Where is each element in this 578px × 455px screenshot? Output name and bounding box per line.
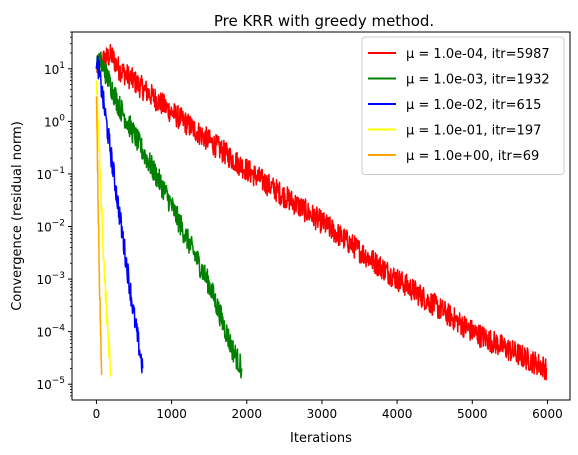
y-tick-base: 10 <box>36 378 51 392</box>
legend-label-3: μ = 1.0e-01, itr=197 <box>406 124 541 139</box>
legend: μ = 1.0e-04, itr=5987 μ = 1.0e-03, itr=19… <box>361 36 565 175</box>
y-tick-exponent: −4 <box>52 324 66 334</box>
legend-label-2: μ = 1.0e-02, itr=615 <box>406 98 541 113</box>
y-tick-label: 10−4 <box>36 324 65 340</box>
y-tick-exponent: 1 <box>59 61 65 71</box>
x-axis-label: Iterations <box>290 431 352 446</box>
legend-label-1: μ = 1.0e-03, itr=1932 <box>406 73 550 88</box>
y-tick-base: 10 <box>36 221 51 235</box>
y-axis-label: Convergence (residual norm) <box>10 121 25 311</box>
y-tick-exponent: −3 <box>52 271 65 281</box>
y-tick-label: 100 <box>44 113 65 129</box>
x-tick-label: 6000 <box>532 407 563 421</box>
series-line-2 <box>95 55 144 374</box>
y-tick-label: 10−2 <box>36 219 65 235</box>
y-tick-label: 10−5 <box>36 376 65 392</box>
legend-label-4: μ = 1.0e+00, itr=69 <box>406 149 539 164</box>
y-tick-exponent: −1 <box>52 166 65 176</box>
x-tick-label: 2000 <box>231 407 262 421</box>
series-line-4 <box>95 96 103 375</box>
y-tick-exponent: −5 <box>52 376 65 386</box>
x-tick-label: 0 <box>93 407 101 421</box>
legend-box <box>361 36 565 175</box>
series-line-3 <box>95 80 112 377</box>
chart-title: Pre KRR with greedy method. <box>214 12 434 30</box>
x-tick-label: 5000 <box>457 407 488 421</box>
y-tick-label: 10−1 <box>36 166 65 182</box>
legend-label-0: μ = 1.0e-04, itr=5987 <box>406 47 550 62</box>
x-tick-label: 3000 <box>307 407 338 421</box>
series-line-1 <box>95 51 243 379</box>
x-axis: 0 1000 2000 3000 4000 5000 6000 <box>93 400 563 421</box>
y-tick-base: 10 <box>44 115 59 129</box>
y-tick-exponent: −2 <box>52 219 65 229</box>
plot-series-layer <box>95 44 548 381</box>
x-tick-label: 4000 <box>382 407 413 421</box>
y-tick-base: 10 <box>36 326 51 340</box>
plot-frame <box>71 31 571 401</box>
series-line-0 <box>95 44 548 381</box>
y-tick-base: 10 <box>36 273 51 287</box>
y-tick-base: 10 <box>36 168 51 182</box>
y-tick-base: 10 <box>44 63 59 77</box>
y-tick-label: 101 <box>44 61 65 77</box>
y-tick-exponent: 0 <box>59 113 65 123</box>
y-tick-label: 10−3 <box>36 271 65 287</box>
x-tick-label: 1000 <box>156 407 187 421</box>
